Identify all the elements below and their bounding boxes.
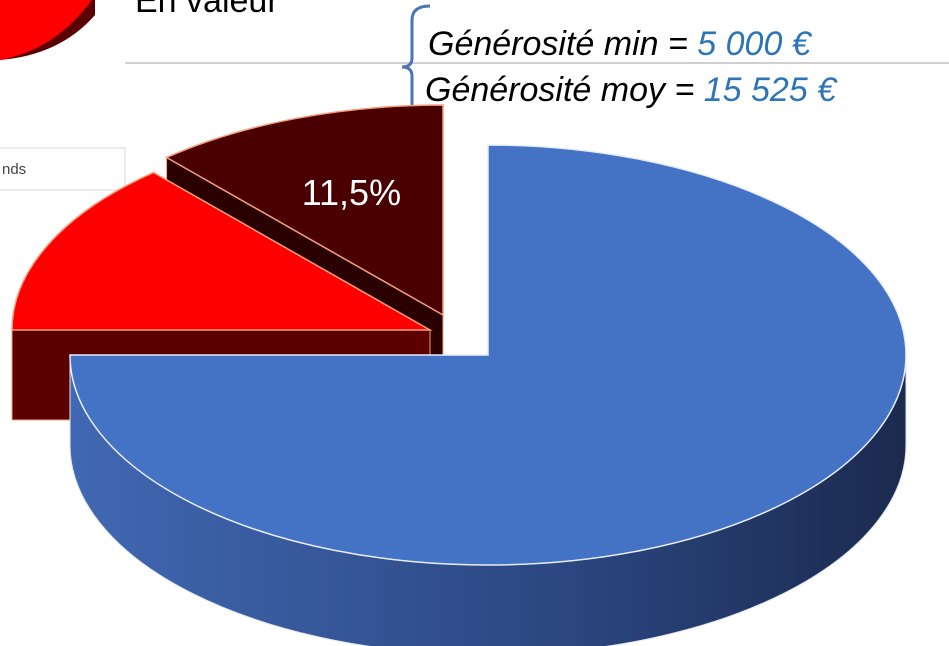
slice	[69, 144, 907, 646]
annotation-text: Générosité min =	[428, 25, 697, 63]
pie: 11,5%	[11, 104, 907, 646]
data-label: 11,5%	[302, 172, 401, 213]
neighbour-pie	[0, 0, 95, 95]
slice-top	[164, 104, 444, 317]
legend-box	[0, 147, 126, 191]
slice-top	[11, 171, 433, 331]
annotation: Générosité min = 5 000 €	[428, 25, 813, 63]
annotations: Générosité min = 5 000 € Générosité moy =…	[425, 25, 838, 109]
annotation: Générosité moy = 15 525 €	[425, 71, 838, 109]
annotation-value: 15 525 €	[704, 71, 838, 109]
annotation-value: 5 000 €	[697, 25, 813, 63]
slice-top	[69, 144, 907, 566]
legend-text: nds	[2, 161, 26, 178]
chart-title: En valeur	[135, 0, 279, 20]
annotation-text: Générosité moy =	[425, 71, 704, 109]
